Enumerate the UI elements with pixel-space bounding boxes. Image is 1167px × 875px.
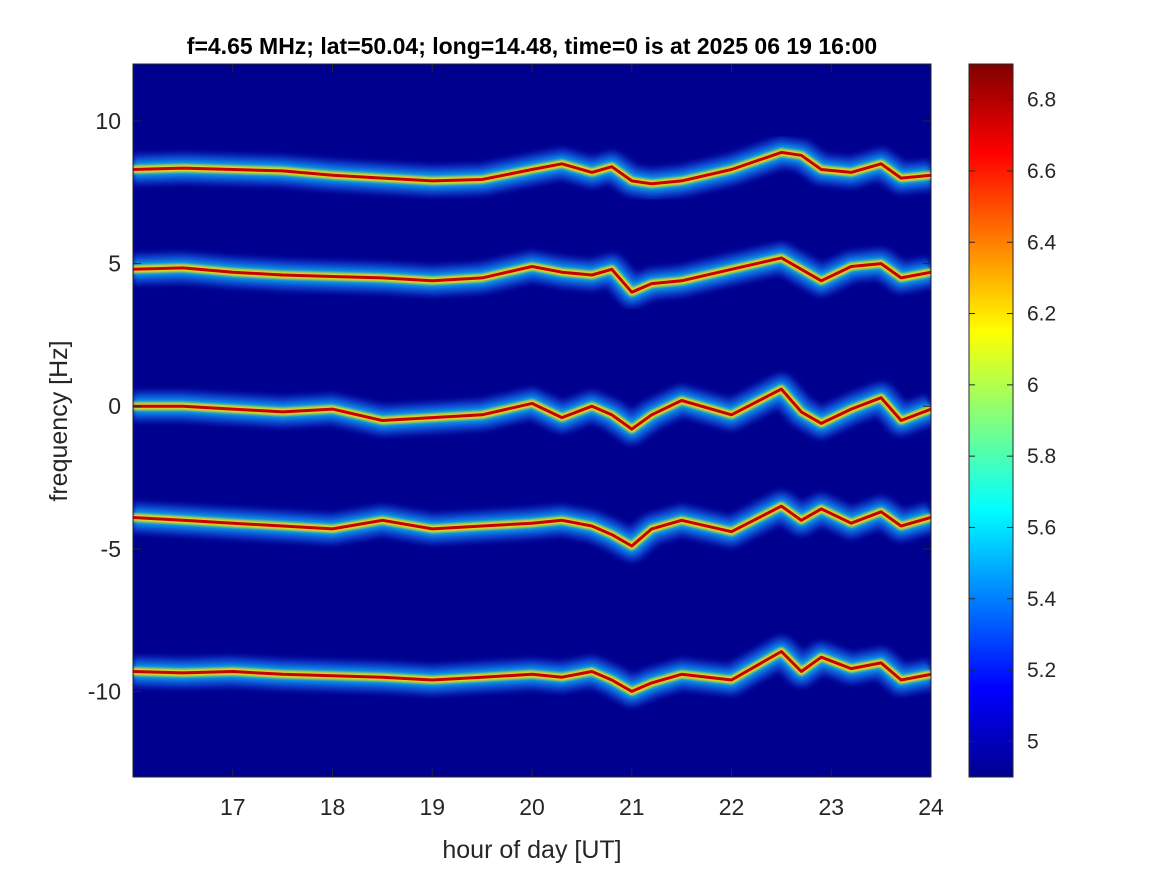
colorbar [968,63,1014,778]
x-axis-ticks: 17 18 19 20 21 22 23 24 [220,64,944,820]
x-axis-label: hour of day [UT] [442,836,621,864]
band-3 [133,491,931,561]
colorbar-tick-label: 5.4 [1027,588,1057,611]
y-tick-label: -5 [101,536,121,562]
colorbar-tick-label: 5.6 [1027,516,1056,539]
band-2 [133,374,931,445]
y-tick-label: 5 [108,251,121,277]
x-tick-label: 20 [519,794,545,820]
x-tick-label: 24 [918,794,944,820]
y-axis-label: frequency [Hz] [45,340,73,501]
y-axis-ticks: -10 -5 0 5 10 [88,108,931,704]
y-tick-label: 10 [95,108,121,134]
x-tick-label: 23 [818,794,844,820]
band-4-ridge [133,650,931,693]
band-0-ridge [133,150,931,186]
band-1-ridge [133,256,931,294]
y-tick-label: 0 [108,393,121,419]
band-3-ridge [133,504,931,548]
colorbar-ticks: 5 5.2 5.4 5.6 5.8 6 6.2 6.4 6.6 6.8 [969,89,1057,753]
colorbar-tick-label: 6.6 [1027,160,1056,183]
colorbar-tick-label: 6.2 [1027,303,1056,326]
colorbar-tick-label: 5.2 [1027,659,1056,682]
y-tick-label: -10 [88,678,121,704]
x-tick-label: 17 [220,794,246,820]
colorbar-tick-label: 6.4 [1027,231,1057,254]
colorbar-tick-label: 6.8 [1027,89,1056,112]
x-tick-label: 21 [619,794,645,820]
band-1 [133,242,931,308]
colorbar-tick-label: 6 [1027,374,1039,397]
spectrogram-bands [133,137,931,707]
x-tick-label: 18 [320,794,346,820]
colorbar-tick-label: 5 [1027,730,1039,753]
band-4 [133,636,931,707]
x-tick-label: 22 [719,794,745,820]
band-0 [133,137,931,199]
colorbar-tick-label: 5.8 [1027,445,1056,468]
chart-title: f=4.65 MHz; lat=50.04; long=14.48, time=… [187,33,877,59]
x-tick-label: 19 [419,794,445,820]
band-2-ridge [133,387,931,431]
